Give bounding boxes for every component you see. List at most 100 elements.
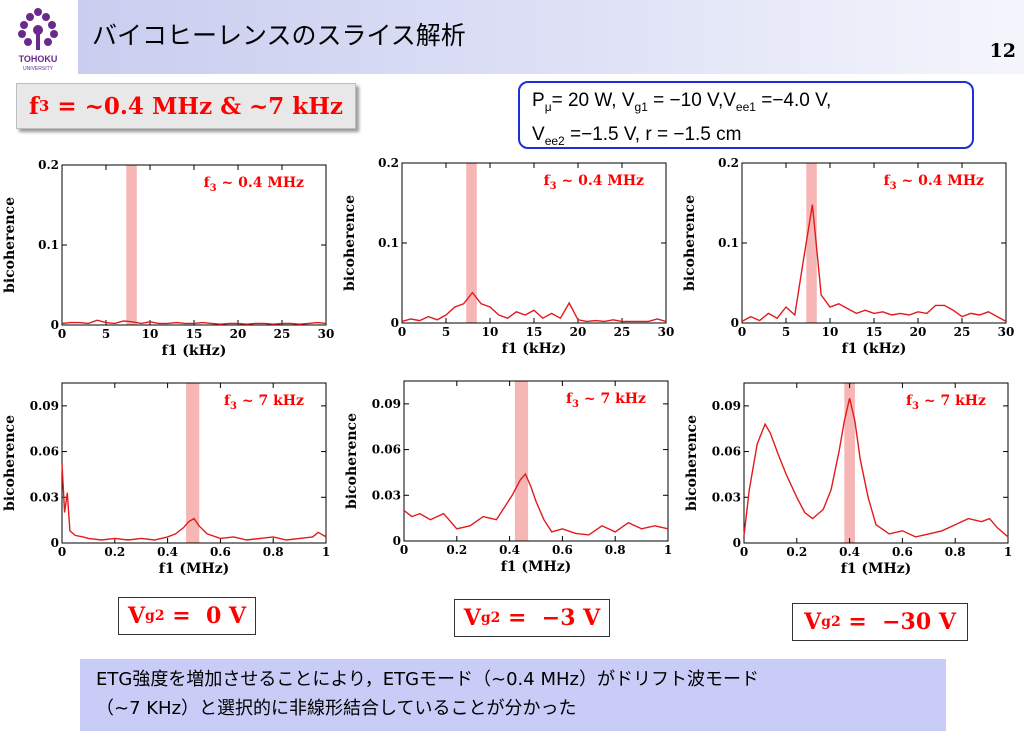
annotation-label: f3 ~ 7 kHz bbox=[566, 391, 646, 410]
x-tick-label: 25 bbox=[614, 325, 631, 339]
x-tick-label: 25 bbox=[274, 327, 291, 341]
conclusion-line-2: （∼7 KHz）と選択的に非線形結合していることが分かった bbox=[96, 698, 577, 719]
parameter-box: Pμ= 20 W, Vg1 = −10 V,Vee1 =−4.0 V, Vee2… bbox=[518, 81, 974, 149]
vg2-sub: g2 bbox=[821, 614, 841, 630]
x-tick-label: 0.2 bbox=[446, 543, 467, 557]
y-tick-label: 0 bbox=[733, 536, 741, 550]
x-tick-label: 0 bbox=[400, 543, 408, 557]
x-tick-label: 1 bbox=[322, 545, 330, 559]
y-tick-label: 0.06 bbox=[372, 443, 401, 457]
series-line bbox=[741, 204, 1007, 323]
annotation-sub: 3 bbox=[550, 181, 557, 192]
y-axis-label: bicoherence bbox=[2, 415, 18, 511]
highlight-band bbox=[844, 383, 855, 543]
y-tick-label: 0.09 bbox=[30, 399, 59, 413]
param-line-2: Vee2 =−1.5 V, r = −1.5 cm bbox=[532, 121, 960, 155]
logo-subtext: UNIVERSITY bbox=[23, 66, 54, 72]
y-tick-label: 0 bbox=[51, 536, 59, 550]
x-tick-label: 0.4 bbox=[499, 543, 520, 557]
y-tick-label: 0 bbox=[731, 316, 739, 330]
y-tick-label: 0.03 bbox=[712, 490, 741, 504]
highlight-band bbox=[466, 163, 477, 323]
y-tick-label: 0.2 bbox=[38, 158, 59, 172]
y-axis-label: bicoherence bbox=[344, 413, 360, 509]
x-tick-label: 30 bbox=[318, 327, 335, 341]
annotation-sub: 3 bbox=[890, 181, 897, 192]
chart-bottom-0V: 0 0.2 0.4 0.6 0.8 1 0 0.03 0.06 0.09 f1 (MHz) bicoh… bbox=[2, 382, 330, 577]
chart-bottom-3V: 0 0.2 0.4 0.6 0.8 1 0 0.03 0.06 0.09 f1 (MHz) bicoh… bbox=[344, 380, 672, 575]
annotation-label: f3 ~ 0.4 MHz bbox=[884, 173, 984, 192]
y-axis-label: bicoherence bbox=[684, 415, 700, 511]
highlight-band bbox=[126, 165, 137, 325]
conclusion-line-1: ETG強度を増加させることにより，ETGモード（∼0.4 MHz）がドリフト波モ… bbox=[96, 669, 759, 690]
y-axis-label: bicoherence bbox=[342, 195, 358, 291]
param-vg1-sub: g1 bbox=[634, 99, 648, 114]
chart-top-3V: 0 5 10 15 20 25 30 0 0.1 0.2 f1 (kHz) bicoherence f3… bbox=[342, 156, 674, 357]
annotation-pre: f bbox=[884, 173, 891, 189]
vg2-sub: g2 bbox=[480, 610, 501, 626]
vg2-sub: g2 bbox=[145, 608, 165, 624]
chart-top-30V: 0 5 10 15 20 25 30 0 0.1 0.2 f1 (kHz) bicoherence f3… bbox=[682, 156, 1014, 357]
annotation-post: ~ 7 kHz bbox=[919, 393, 986, 409]
x-tick-label: 0.2 bbox=[786, 545, 807, 559]
y-tick-label: 0.06 bbox=[712, 445, 741, 459]
vg2-val: = −30 V bbox=[840, 609, 956, 635]
vg2-pre: V bbox=[463, 605, 481, 631]
param-vee2: V bbox=[532, 123, 545, 145]
x-tick-label: 0.6 bbox=[552, 543, 573, 557]
x-axis-label: f1 (MHz) bbox=[159, 561, 230, 577]
annotation-post: ~ 0.4 MHz bbox=[897, 173, 984, 189]
x-tick-label: 10 bbox=[482, 325, 499, 339]
x-tick-label: 0.4 bbox=[839, 545, 860, 559]
x-tick-label: 0 bbox=[398, 325, 406, 339]
y-axis-label: bicoherence bbox=[2, 197, 18, 293]
y-tick-label: 0.03 bbox=[372, 488, 401, 502]
x-tick-label: 0.2 bbox=[104, 545, 125, 559]
param-vg1-val: = −10 V,V bbox=[647, 90, 736, 111]
vg2-val: = −3 V bbox=[500, 605, 601, 631]
annotation-post: ~ 7 kHz bbox=[237, 393, 304, 409]
plot-frame bbox=[743, 382, 1009, 544]
annotation-post: ~ 0.4 MHz bbox=[217, 175, 304, 191]
x-tick-label: 0.8 bbox=[263, 545, 284, 559]
y-axis-label: bicoherence bbox=[682, 195, 698, 291]
param-vee2-sub: ee2 bbox=[544, 133, 565, 148]
param-vee2-val: =−1.5 V, r = −1.5 cm bbox=[564, 123, 742, 145]
y-tick-label: 0.03 bbox=[30, 490, 59, 504]
annotation-label: f3 ~ 0.4 MHz bbox=[204, 175, 304, 194]
y-tick-label: 0 bbox=[391, 316, 399, 330]
y-tick-label: 0 bbox=[393, 534, 401, 548]
x-tick-label: 20 bbox=[230, 327, 247, 341]
x-tick-label: 0 bbox=[58, 545, 66, 559]
param-p-val: = 20 W, V bbox=[551, 90, 635, 111]
x-tick-label: 30 bbox=[658, 325, 675, 339]
y-tick-label: 0.2 bbox=[378, 156, 399, 170]
annotation-label: f3 ~ 7 kHz bbox=[906, 393, 986, 412]
annotation-sub: 3 bbox=[912, 401, 919, 412]
highlight-band bbox=[186, 383, 200, 543]
series-line bbox=[743, 398, 1009, 538]
x-tick-label: 0 bbox=[740, 545, 748, 559]
x-tick-label: 10 bbox=[142, 327, 159, 341]
header-banner bbox=[78, 0, 1024, 74]
x-tick-label: 5 bbox=[442, 325, 450, 339]
x-tick-label: 5 bbox=[782, 325, 790, 339]
annotation-label: f3 ~ 0.4 MHz bbox=[544, 173, 644, 192]
param-vee1-val: =−4.0 V, bbox=[755, 90, 832, 111]
y-tick-label: 0.09 bbox=[372, 397, 401, 411]
y-tick-label: 0.09 bbox=[712, 399, 741, 413]
x-axis-label: f1 (kHz) bbox=[502, 341, 567, 357]
annotation-pre: f bbox=[224, 393, 231, 409]
x-tick-label: 20 bbox=[910, 325, 927, 339]
highlight-band bbox=[514, 381, 529, 541]
x-tick-label: 15 bbox=[186, 327, 203, 341]
plot-frame bbox=[403, 380, 669, 542]
plot-frame bbox=[61, 382, 327, 544]
x-tick-label: 20 bbox=[570, 325, 587, 339]
x-tick-label: 0 bbox=[738, 325, 746, 339]
x-tick-label: 1 bbox=[664, 543, 672, 557]
vg2-val: = 0 V bbox=[164, 603, 247, 629]
